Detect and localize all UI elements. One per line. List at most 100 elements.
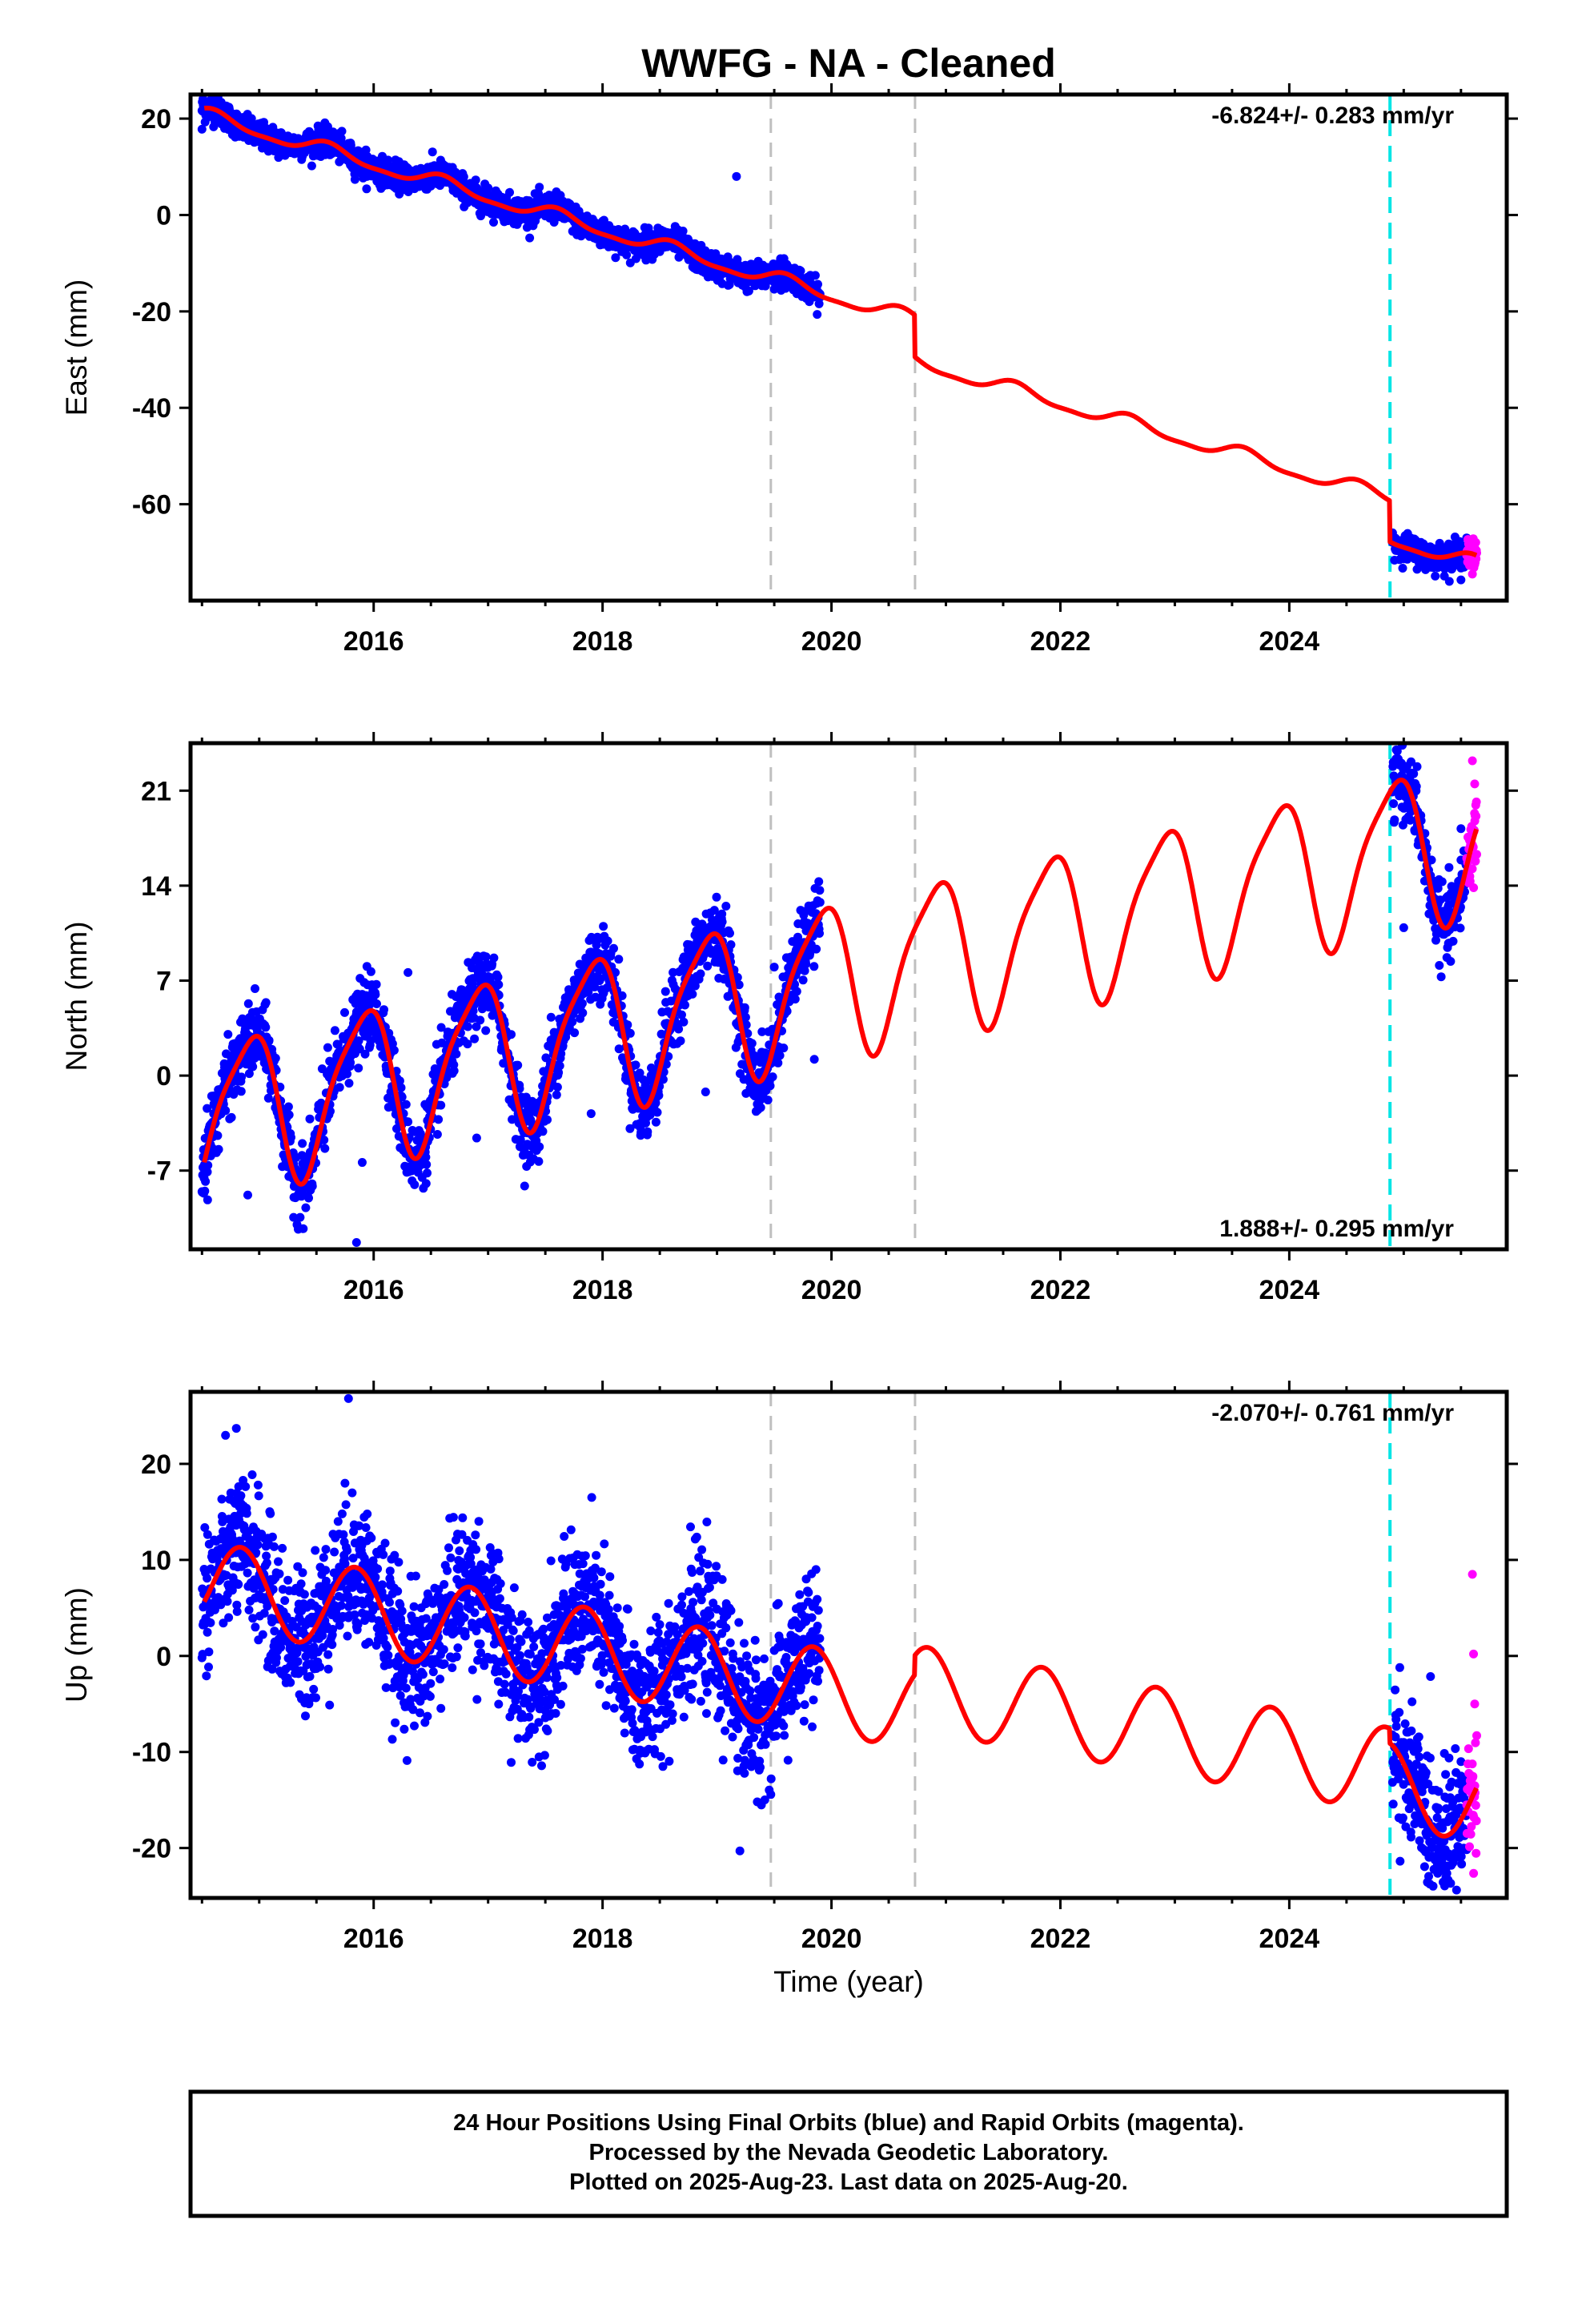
data-point: [609, 943, 618, 953]
data-point: [534, 1156, 544, 1166]
data-point: [712, 892, 721, 902]
data-point: [703, 961, 713, 971]
data-point: [741, 1012, 750, 1022]
data-point: [463, 1022, 472, 1031]
data-point: [369, 157, 379, 167]
data-point: [713, 255, 722, 264]
data-point: [343, 1069, 352, 1079]
data-point: [404, 967, 413, 977]
data-point: [489, 218, 498, 227]
data-point: [688, 989, 697, 999]
data-point: [674, 1024, 684, 1034]
rapid-point: [1472, 797, 1481, 806]
data-point: [809, 1055, 819, 1064]
data-point: [223, 1030, 233, 1039]
final-orbit-points: [197, 1430, 1472, 1895]
data-point: [655, 247, 665, 256]
data-point: [678, 227, 688, 235]
data-point: [221, 1106, 231, 1116]
data-point: [538, 1127, 548, 1136]
data-point: [790, 995, 800, 1004]
data-point: [307, 161, 316, 171]
data-point: [244, 1605, 254, 1614]
y-tick-label: 21: [141, 776, 171, 806]
data-point: [432, 1039, 441, 1049]
data-point: [513, 1060, 523, 1070]
data-point: [540, 211, 550, 221]
data-point: [360, 1049, 370, 1059]
data-point: [631, 254, 640, 263]
data-point: [631, 1060, 640, 1070]
data-point: [507, 1030, 516, 1039]
data-point: [333, 1039, 343, 1049]
data-point: [812, 944, 821, 954]
data-point: [248, 1062, 258, 1072]
data-point: [206, 1618, 215, 1627]
data-point: [721, 902, 731, 911]
data-point: [552, 1083, 562, 1092]
data-point: [568, 1017, 577, 1027]
data-point: [481, 1026, 491, 1035]
data-point: [227, 1112, 236, 1122]
data-point: [372, 999, 381, 1008]
data-point: [389, 1046, 399, 1055]
rapid-point: [1468, 569, 1477, 579]
data-point: [814, 299, 824, 308]
data-point: [203, 1104, 212, 1113]
data-point: [326, 1107, 335, 1116]
data-point: [652, 1108, 662, 1117]
data-point: [254, 1491, 263, 1501]
data-point: [232, 1606, 242, 1616]
data-point: [535, 183, 544, 192]
data-point: [351, 1238, 361, 1248]
data-point: [763, 1096, 773, 1105]
data-point: [421, 1179, 431, 1188]
data-point: [603, 936, 612, 946]
data-point: [234, 1580, 243, 1589]
data-point: [217, 1494, 227, 1504]
x-tick-label: 2022: [1030, 1275, 1091, 1305]
data-point: [1456, 575, 1466, 585]
data-point: [696, 969, 705, 979]
data-point: [552, 1090, 561, 1100]
data-point: [493, 972, 503, 982]
data-point: [676, 1036, 685, 1046]
data-point: [434, 1115, 444, 1124]
data-point: [284, 1110, 294, 1120]
data-point: [247, 114, 256, 123]
data-point: [543, 1115, 552, 1124]
data-point: [366, 1036, 375, 1045]
data-point: [253, 1480, 263, 1490]
data-point: [213, 1131, 223, 1140]
data-point: [379, 1005, 388, 1015]
data-point: [775, 1051, 785, 1060]
data-point: [203, 1574, 212, 1583]
x-tick-label: 2024: [1259, 1275, 1320, 1305]
data-point: [809, 962, 819, 971]
y-tick-label: 14: [141, 871, 171, 902]
data-point: [354, 1036, 363, 1046]
final-orbit-points: [197, 743, 1472, 1234]
data-point: [484, 183, 493, 193]
data-point: [1390, 815, 1399, 825]
data-point: [241, 1482, 251, 1491]
data-point: [814, 877, 824, 887]
data-point: [204, 1647, 214, 1657]
data-point: [747, 1039, 757, 1048]
data-point: [769, 284, 779, 294]
data-point: [366, 967, 375, 976]
data-point: [494, 980, 504, 989]
data-point: [617, 991, 627, 1000]
data-point: [243, 999, 253, 1008]
rapid-point: [1471, 537, 1480, 547]
data-point: [350, 175, 359, 184]
data-point: [1435, 961, 1444, 970]
data-point: [436, 1100, 446, 1110]
data-point: [598, 216, 608, 226]
data-point: [214, 1144, 223, 1154]
data-point: [244, 1069, 254, 1079]
data-point: [263, 1093, 273, 1103]
data-point: [773, 1058, 783, 1068]
data-point: [304, 1193, 313, 1203]
